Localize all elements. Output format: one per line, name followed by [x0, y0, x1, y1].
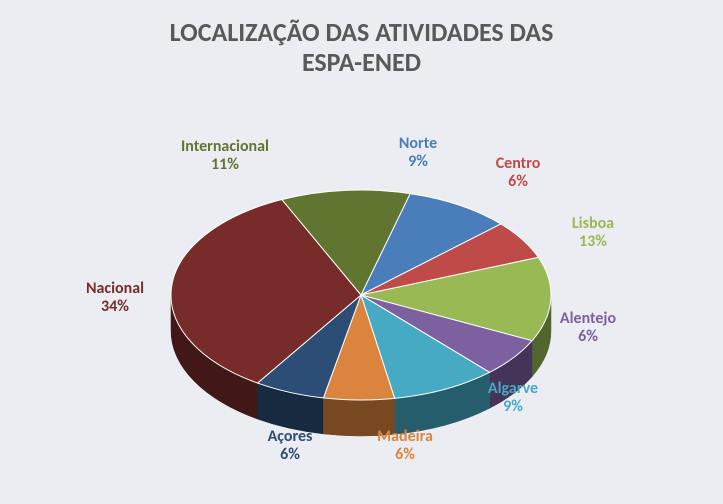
pie-label: Centro6%	[496, 155, 541, 192]
pie-label: Alentejo6%	[560, 310, 616, 347]
pie-label-pct: 6%	[268, 446, 313, 464]
chart-title-line2: ESPA-ENED	[302, 46, 421, 78]
pie-label: Norte9%	[399, 135, 437, 172]
pie-label: Lisboa13%	[572, 215, 614, 252]
pie-label: Algarve9%	[488, 380, 538, 417]
pie-label-pct: 6%	[560, 328, 616, 346]
pie-label-name: Centro	[496, 155, 541, 173]
pie-label-name: Nacional	[86, 280, 144, 298]
pie-label-pct: 9%	[488, 398, 538, 416]
pie-chart-3d: LOCALIZAÇÃO DAS ATIVIDADES DAS ESPA-ENED…	[0, 0, 723, 504]
pie-label-name: Internacional	[181, 138, 269, 156]
pie-label: Internacional11%	[181, 138, 269, 175]
pie-label-name: Madeira	[377, 428, 433, 446]
pie-label-name: Norte	[399, 135, 437, 153]
pie-label-pct: 6%	[377, 446, 433, 464]
pie-label-pct: 9%	[399, 153, 437, 171]
pie-label: Açores6%	[268, 428, 313, 465]
pie-label-name: Lisboa	[572, 215, 614, 233]
pie-label-name: Alentejo	[560, 310, 616, 328]
chart-title-line1: LOCALIZAÇÃO DAS ATIVIDADES DAS	[170, 16, 554, 48]
pie-label-pct: 13%	[572, 233, 614, 251]
pie-label-name: Algarve	[488, 380, 538, 398]
chart-title: LOCALIZAÇÃO DAS ATIVIDADES DAS ESPA-ENED	[0, 18, 723, 78]
pie-label-pct: 34%	[86, 298, 144, 316]
pie-label: Nacional34%	[86, 280, 144, 317]
pie-label-pct: 6%	[496, 173, 541, 191]
pie-label-name: Açores	[268, 428, 313, 446]
pie-label-pct: 11%	[181, 156, 269, 174]
pie-label: Madeira6%	[377, 428, 433, 465]
pie-tops	[171, 190, 551, 400]
